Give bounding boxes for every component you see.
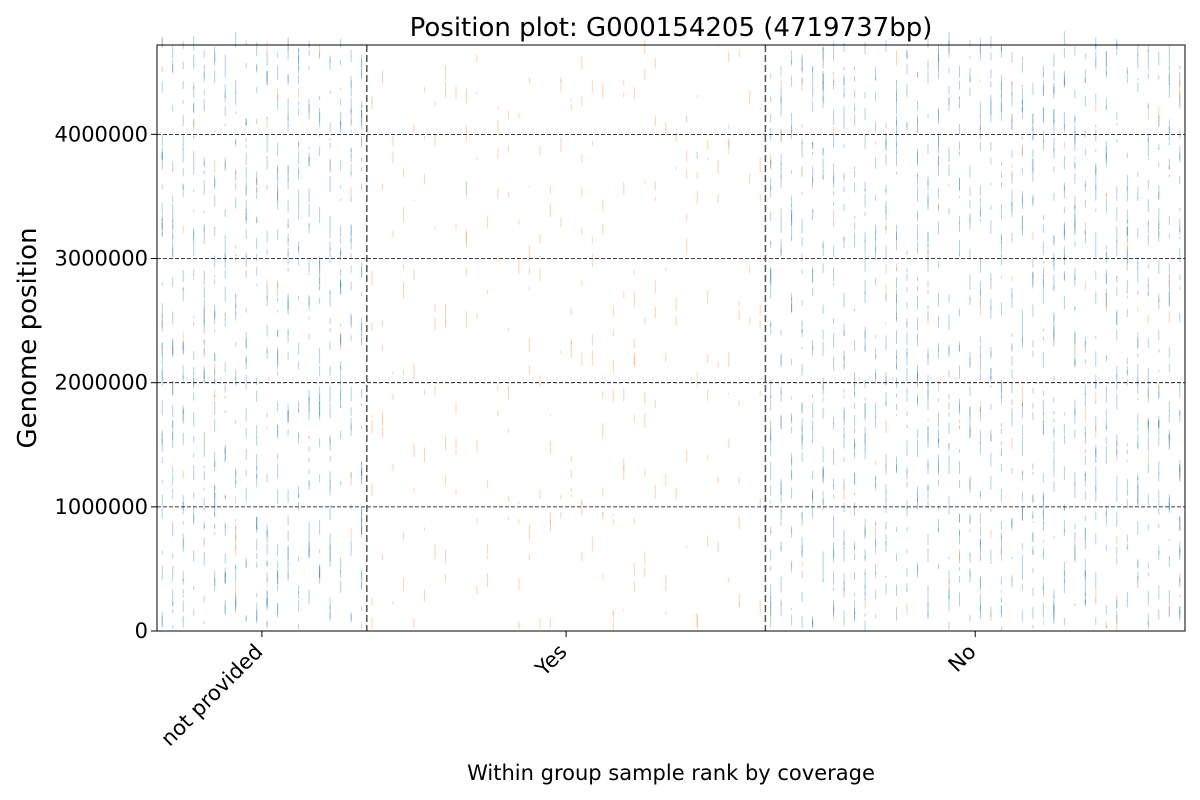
chart-title: Position plot: G000154205 (4719737bp) xyxy=(410,13,933,43)
sample-marks xyxy=(161,31,1181,631)
x-tick-label: No xyxy=(944,640,981,677)
x-tick-label: Yes xyxy=(530,640,572,682)
y-tick-label: 2000000 xyxy=(54,371,148,395)
y-axis-ticks: 0 1000000 2000000 3000000 4000000 xyxy=(54,122,157,643)
y-tick-label: 3000000 xyxy=(54,247,148,271)
y-tick-label: 4000000 xyxy=(54,122,148,146)
y-tick-label: 1000000 xyxy=(54,495,148,519)
group-dividers xyxy=(366,45,767,631)
x-axis-label: Within group sample rank by coverage xyxy=(467,761,875,785)
x-axis-ticks: not provided Yes No xyxy=(156,631,981,751)
y-tick-label: 0 xyxy=(135,619,148,643)
plot-frame xyxy=(156,44,1186,632)
y-axis-label: Genome position xyxy=(13,227,43,448)
grid-lines xyxy=(157,133,1185,508)
x-tick-label: not provided xyxy=(156,640,267,751)
